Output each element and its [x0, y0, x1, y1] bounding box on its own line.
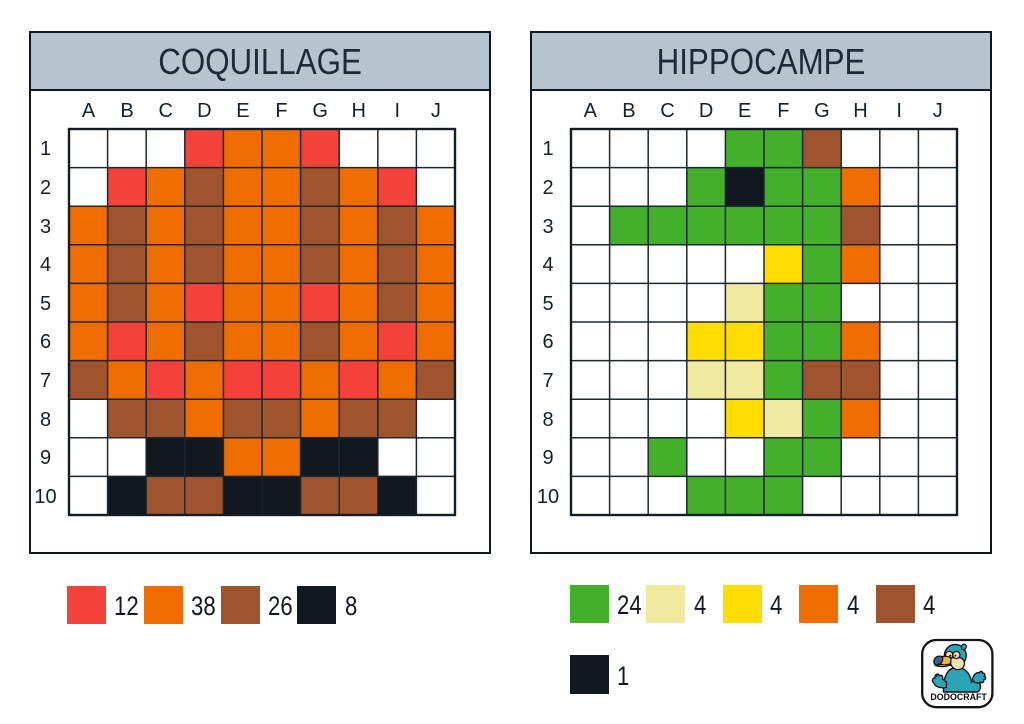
svg-text:DODOCRAFT: DODOCRAFT [930, 692, 987, 702]
